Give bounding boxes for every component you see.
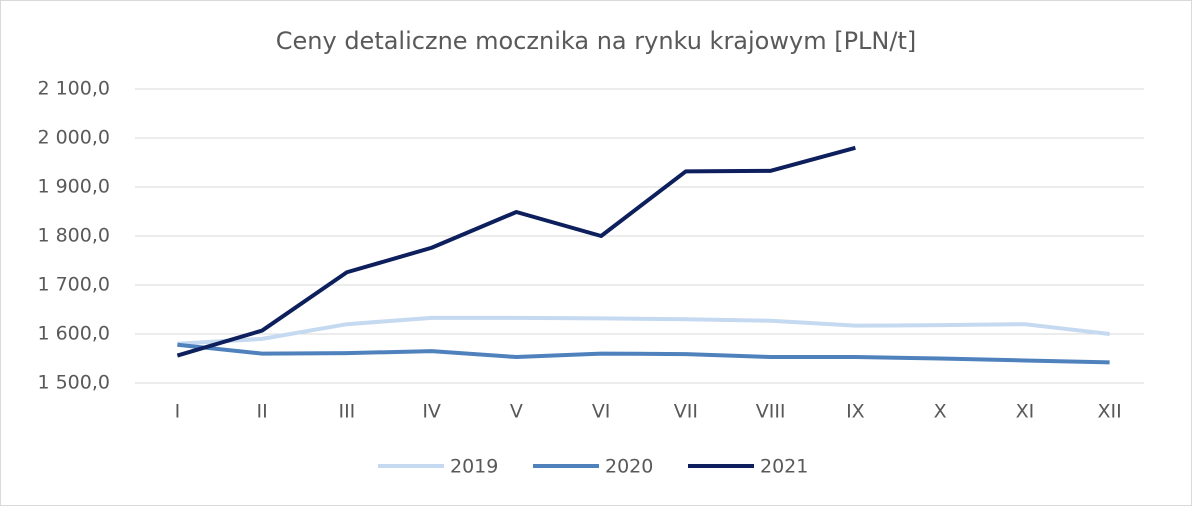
x-tick-label: II	[257, 401, 268, 423]
y-tick-label: 1 900,0	[37, 176, 110, 198]
y-tick-label: 1 600,0	[37, 323, 110, 345]
legend-label: 2021	[760, 456, 808, 478]
chart-title: Ceny detaliczne mocznika na rynku krajow…	[276, 27, 916, 55]
y-tick-label: 1 500,0	[37, 372, 110, 394]
series-line	[177, 342, 1110, 365]
x-tick-label: IV	[422, 401, 441, 423]
x-tick-label: XI	[1016, 401, 1035, 423]
x-tick-label: X	[934, 401, 947, 423]
legend-label: 2019	[450, 456, 498, 478]
x-tick-label: III	[338, 401, 355, 423]
x-tick-label: V	[510, 401, 523, 423]
x-tick-label: XII	[1098, 401, 1122, 423]
legend-label: 2020	[605, 456, 653, 478]
y-tick-label: 2 100,0	[37, 78, 110, 100]
x-tick-label: IX	[846, 401, 865, 423]
x-tick-label: VI	[592, 401, 611, 423]
y-tick-label: 1 800,0	[37, 225, 110, 247]
y-tick-label: 2 000,0	[37, 127, 110, 149]
x-tick-label: VIII	[756, 401, 786, 423]
x-tick-label: VII	[674, 401, 698, 423]
x-tick-label: I	[175, 401, 181, 423]
series-line	[176, 145, 856, 358]
y-tick-label: 1 700,0	[37, 274, 110, 296]
series-line	[177, 315, 1110, 346]
